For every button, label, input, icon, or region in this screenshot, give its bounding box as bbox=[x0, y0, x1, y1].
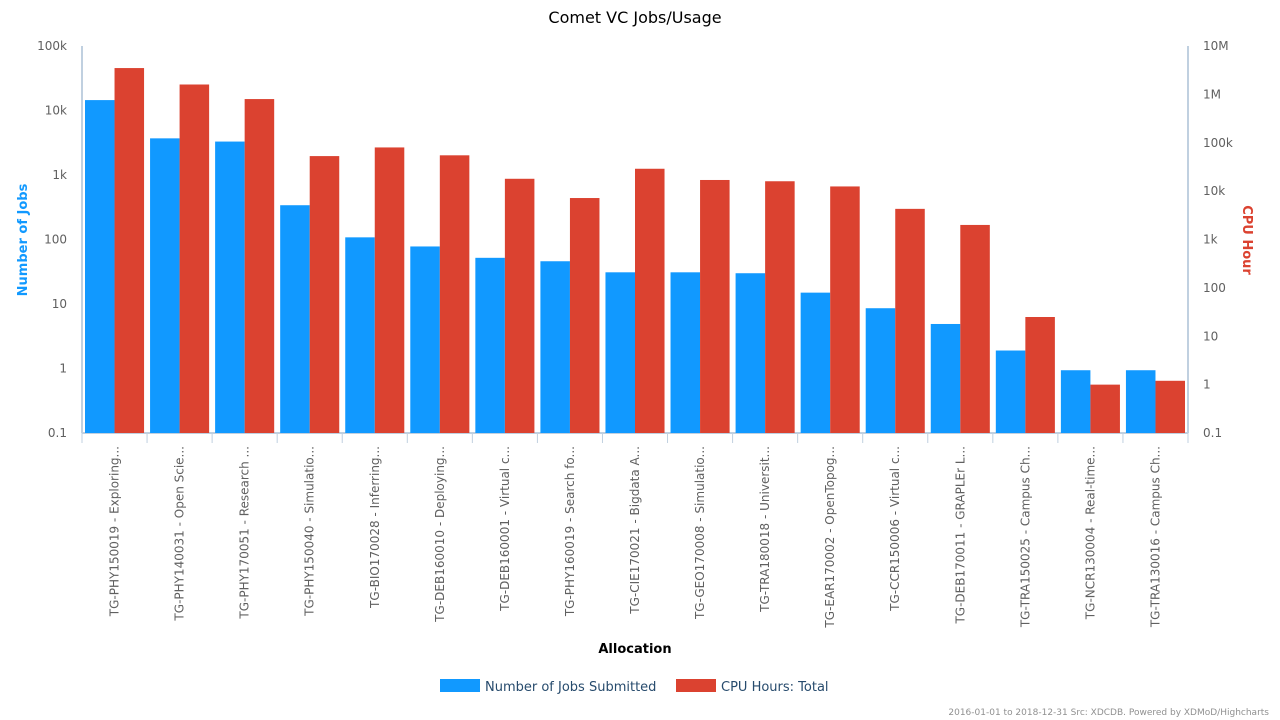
category-label: TG-DEB160001 - Virtual c... bbox=[498, 446, 512, 612]
y2-tick-label: 10k bbox=[1203, 184, 1225, 198]
bar-cpu-hours[interactable] bbox=[765, 181, 795, 433]
bar-jobs-submitted[interactable] bbox=[410, 246, 440, 433]
bar-cpu-hours[interactable] bbox=[244, 99, 275, 433]
y2-tick-label: 100k bbox=[1203, 136, 1233, 150]
category-label: TG-PHY160019 - Search fo... bbox=[563, 446, 577, 617]
y2-tick-label: 1 bbox=[1203, 378, 1211, 392]
legend: Number of Jobs Submitted CPU Hours: Tota… bbox=[440, 679, 829, 695]
chart-title: Comet VC Jobs/Usage bbox=[548, 8, 721, 27]
category-label: TG-TRA150025 - Campus Ch... bbox=[1018, 446, 1032, 628]
bar-cpu-hours[interactable] bbox=[1025, 317, 1055, 433]
category-label: TG-DEB170011 - GRAPLEr L... bbox=[953, 446, 967, 625]
bar-cpu-hours[interactable] bbox=[374, 147, 405, 433]
category-label: TG-CCR150006 - Virtual c... bbox=[888, 446, 902, 612]
bar-cpu-hours[interactable] bbox=[635, 168, 665, 433]
category-label: TG-PHY140031 - Open Scie... bbox=[173, 446, 187, 622]
legend-label-jobs: Number of Jobs Submitted bbox=[485, 680, 656, 695]
bar-jobs-submitted[interactable] bbox=[995, 350, 1026, 433]
category-label: TG-BIO170028 - Inferring... bbox=[368, 446, 382, 609]
bar-cpu-hours[interactable] bbox=[1155, 380, 1185, 433]
bars bbox=[85, 68, 1185, 434]
bar-cpu-hours[interactable] bbox=[309, 156, 340, 433]
legend-swatch-jobs bbox=[440, 679, 480, 692]
y-tick-label: 1 bbox=[59, 362, 67, 376]
bar-jobs-submitted[interactable] bbox=[605, 272, 635, 433]
bar-cpu-hours[interactable] bbox=[1090, 384, 1120, 434]
y2-tick-label: 0.1 bbox=[1203, 426, 1222, 440]
category-label: TG-TRA130016 - Campus Ch... bbox=[1149, 446, 1163, 628]
bar-jobs-submitted[interactable] bbox=[1125, 370, 1156, 433]
bar-cpu-hours[interactable] bbox=[700, 179, 730, 433]
bar-jobs-submitted[interactable] bbox=[670, 272, 701, 433]
category-label: TG-PHY150040 - Simulatio... bbox=[303, 446, 317, 617]
bar-jobs-submitted[interactable] bbox=[280, 205, 310, 433]
x-axis-ticks bbox=[81, 433, 1189, 443]
y2-tick-label: 1k bbox=[1203, 233, 1218, 247]
bar-jobs-submitted[interactable] bbox=[85, 100, 115, 433]
left-axis-title: Number of Jobs bbox=[16, 183, 31, 296]
bar-cpu-hours[interactable] bbox=[830, 186, 860, 433]
y2-tick-label: 10 bbox=[1203, 329, 1218, 343]
bar-cpu-hours[interactable] bbox=[179, 84, 210, 434]
chart-credits[interactable]: 2016-01-01 to 2018-12-31 Src: XDCDB. Pow… bbox=[948, 708, 1269, 718]
bar-jobs-submitted[interactable] bbox=[930, 323, 961, 433]
category-label: TG-TRA180018 - Universit... bbox=[758, 446, 772, 613]
y-tick-label: 100k bbox=[37, 39, 67, 53]
category-label: TG-DEB160010 - Deploying... bbox=[433, 446, 447, 623]
bar-jobs-submitted[interactable] bbox=[345, 237, 375, 433]
category-label: TG-CIE170021 - Bigdata A... bbox=[628, 446, 642, 615]
legend-swatch-cpu-hours bbox=[676, 679, 716, 692]
y-tick-label: 100 bbox=[44, 233, 67, 247]
category-label: TG-NCR130004 - Real-time... bbox=[1083, 446, 1097, 620]
bar-jobs-submitted[interactable] bbox=[215, 141, 245, 433]
bar-jobs-submitted[interactable] bbox=[735, 273, 766, 433]
category-label: TG-PHY170051 - Research ... bbox=[238, 446, 252, 620]
y-tick-label: 1k bbox=[52, 168, 67, 182]
category-label: TG-EAR170002 - OpenTopog... bbox=[823, 446, 837, 629]
bar-jobs-submitted[interactable] bbox=[1060, 370, 1091, 433]
bar-jobs-submitted[interactable] bbox=[150, 138, 180, 433]
y-tick-label: 0.1 bbox=[48, 426, 67, 440]
legend-label-cpu-hours: CPU Hours: Total bbox=[721, 680, 829, 695]
category-labels: TG-PHY150019 - Exploring... TG-PHY140031 … bbox=[108, 446, 1163, 629]
legend-item-cpu-hours[interactable]: CPU Hours: Total bbox=[676, 679, 829, 695]
bar-cpu-hours[interactable] bbox=[569, 198, 600, 433]
bar-cpu-hours[interactable] bbox=[439, 155, 470, 433]
left-axis-ticks: 0.1 1 10 100 1k 10k 100k bbox=[37, 39, 67, 440]
bar-jobs-submitted[interactable] bbox=[475, 257, 505, 433]
bar-jobs-submitted[interactable] bbox=[800, 292, 831, 433]
bar-cpu-hours[interactable] bbox=[114, 68, 145, 433]
right-axis-ticks: 0.1 1 10 100 1k 10k 100k 1M 10M bbox=[1203, 39, 1233, 440]
y-tick-label: 10 bbox=[52, 297, 67, 311]
y2-tick-label: 10M bbox=[1203, 39, 1229, 53]
y2-tick-label: 100 bbox=[1203, 281, 1226, 295]
bar-jobs-submitted[interactable] bbox=[540, 261, 570, 433]
bar-cpu-hours[interactable] bbox=[960, 224, 990, 433]
bar-cpu-hours[interactable] bbox=[895, 208, 925, 433]
y2-tick-label: 1M bbox=[1203, 87, 1221, 101]
x-axis-title: Allocation bbox=[598, 642, 671, 657]
y-tick-label: 10k bbox=[45, 104, 67, 118]
bar-jobs-submitted[interactable] bbox=[865, 308, 896, 433]
category-label: TG-GEO170008 - Simulatio... bbox=[693, 446, 707, 620]
right-axis-title: CPU Hour bbox=[1239, 205, 1254, 275]
category-label: TG-PHY150019 - Exploring... bbox=[108, 446, 122, 617]
bar-cpu-hours[interactable] bbox=[504, 178, 535, 433]
legend-item-jobs[interactable]: Number of Jobs Submitted bbox=[440, 679, 656, 695]
